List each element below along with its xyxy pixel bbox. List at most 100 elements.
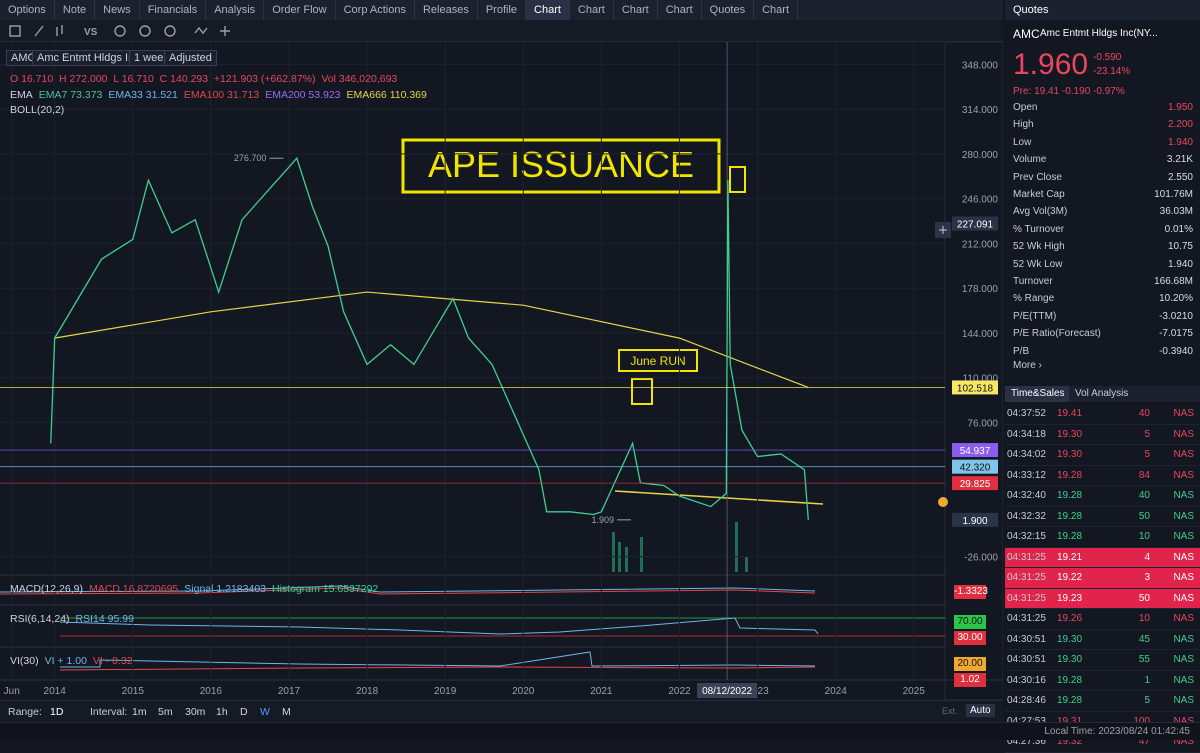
quote-label: % Turnover [1013,223,1065,235]
quote-row: Avg Vol(3M) 36.03M [1013,206,1193,223]
ts-exch: NAS [1173,490,1194,501]
tab[interactable]: News [95,0,140,20]
quote-label: High [1013,119,1034,131]
ts-size: 3 [1144,572,1150,583]
price-axis [944,42,1003,700]
tab[interactable]: Chart [614,0,658,20]
annotation-label: 1.909 [591,515,614,525]
tab[interactable]: Note [55,0,96,20]
y-tick-label: 178.000 [962,284,999,295]
time-sales: Time&Sales Vol Analysis 04:37:52 19.41 40 N… [1005,386,1200,753]
adjust-chip[interactable]: Adjusted [164,50,217,66]
interval-option[interactable]: D [240,706,248,718]
tab[interactable]: Corp Actions [336,0,415,20]
tab[interactable]: Chart [754,0,799,20]
svg-text:VS: VS [84,27,98,38]
ts-time: 04:31:25 [1007,613,1046,624]
ts-time: 04:32:40 [1007,490,1046,501]
tab[interactable]: Options [0,0,55,20]
quote-value: -7.0175 [1159,328,1193,340]
price-badge-label: 1.900 [962,516,987,527]
auto-button[interactable]: Auto [966,704,995,717]
ts-price: 19.28 [1057,490,1083,501]
quote-label: P/B [1013,345,1030,357]
ts-time: 04:30:51 [1007,654,1046,665]
ts-time: 04:34:18 [1007,428,1046,440]
tab[interactable]: Quotes [702,0,755,20]
symbol-chip[interactable]: AMC [6,50,41,66]
ts-exch: NAS [1173,408,1194,419]
signal-line [0,585,816,593]
ts-row: 04:33:12 19.28 84 NAS [1005,466,1200,486]
ts-size: 84 [1138,469,1150,481]
ts-tab[interactable]: Time&Sales [1005,386,1069,402]
quote-pre: Pre: 19.41 -0.190 -0.97% [1013,86,1125,97]
quote-label: 52 Wk High [1013,241,1065,253]
range-label: Range: [8,706,42,718]
price-badge-label: 227.091 [957,219,994,230]
interval-option[interactable]: 1h [216,706,228,718]
ema-item: EMA33 31.521 [108,89,178,101]
tab[interactable]: Chart [526,0,570,20]
tab[interactable]: Releases [415,0,478,20]
ts-size: 10 [1138,531,1150,542]
tab[interactable]: Financials [140,0,207,20]
ts-row: 04:32:40 19.28 40 NAS [1005,486,1200,507]
price-badge [952,443,998,458]
more-link[interactable]: More › [1013,360,1042,371]
ts-size: 55 [1138,654,1150,665]
tab[interactable]: Order Flow [264,0,336,20]
ts-price: 19.41 [1057,408,1083,419]
pane-item: VI - 0.32 [92,655,133,667]
status-bar: Local Time: 2023/08/24 01:42:45 [0,722,1200,740]
ts-price: 19.28 [1057,674,1083,686]
x-tick-label: 2018 [356,686,379,697]
interval-option[interactable]: M [282,706,291,718]
tab[interactable]: Chart [570,0,614,20]
ext-button[interactable]: Ext. [942,706,958,716]
quote-change-pct: -23.14% [1093,66,1131,77]
quote-row: Low 1.940 [1013,137,1193,154]
quote-row: P/B -0.3940 [1013,346,1193,363]
quote-label: Prev Close [1013,171,1062,183]
interval-option[interactable]: W [260,706,270,718]
interval-option[interactable]: 5m [158,706,173,718]
range-value[interactable]: 1D [50,706,64,718]
pane-item: RSI14 95.99 [75,613,134,625]
ts-time: 04:31:25 [1007,572,1046,583]
quotes-tab[interactable]: Quotes [1005,0,1200,20]
ts-row: 04:31:25 19.21 4 NAS [1005,547,1200,568]
name-chip: Amc Entmt Hldgs Inc [32,50,145,66]
ts-size: 50 [1138,592,1150,604]
interval-label: Interval: [90,706,128,718]
quote-value: 10.75 [1167,241,1193,253]
ts-row: 04:34:18 19.30 5 NAS [1005,425,1200,445]
interval-option[interactable]: 1m [132,706,147,718]
quote-row: Prev Close 2.550 [1013,172,1193,189]
price-badge [952,216,998,231]
quote-label: 52 Wk Low [1013,258,1063,270]
ts-price: 19.28 [1057,695,1083,706]
y-tick-label: 314.000 [962,105,999,116]
boll-legend: BOLL(20,2) [10,104,65,116]
alert-icon[interactable] [938,497,948,507]
ts-price: 19.28 [1057,510,1083,522]
tab[interactable]: Profile [478,0,527,20]
ts-tab[interactable]: Vol Analysis [1075,388,1129,399]
price-badge-label: 29.825 [960,479,991,490]
ema666-line [54,291,809,388]
ts-row: 04:32:15 19.28 10 NAS [1005,527,1200,548]
ts-size: 5 [1144,695,1150,706]
quote-label: Turnover [1013,276,1053,287]
interval-option[interactable]: 30m [185,706,206,718]
tab[interactable]: Chart [658,0,702,20]
quote-label: Open [1013,102,1038,113]
ts-row: 04:30:51 19.30 55 NAS [1005,650,1200,671]
ts-price: 19.30 [1057,654,1083,665]
pane-label: VI(30) [10,655,39,667]
ema-item: EMA100 31.713 [183,89,260,101]
interval-chip[interactable]: 1 week [129,50,174,66]
ohlc-legend: O 16.710 H 272.000 L 16.710 C 140.293 +1… [10,73,398,85]
tab[interactable]: Analysis [206,0,265,20]
toolbar-icons: VS [9,25,230,38]
